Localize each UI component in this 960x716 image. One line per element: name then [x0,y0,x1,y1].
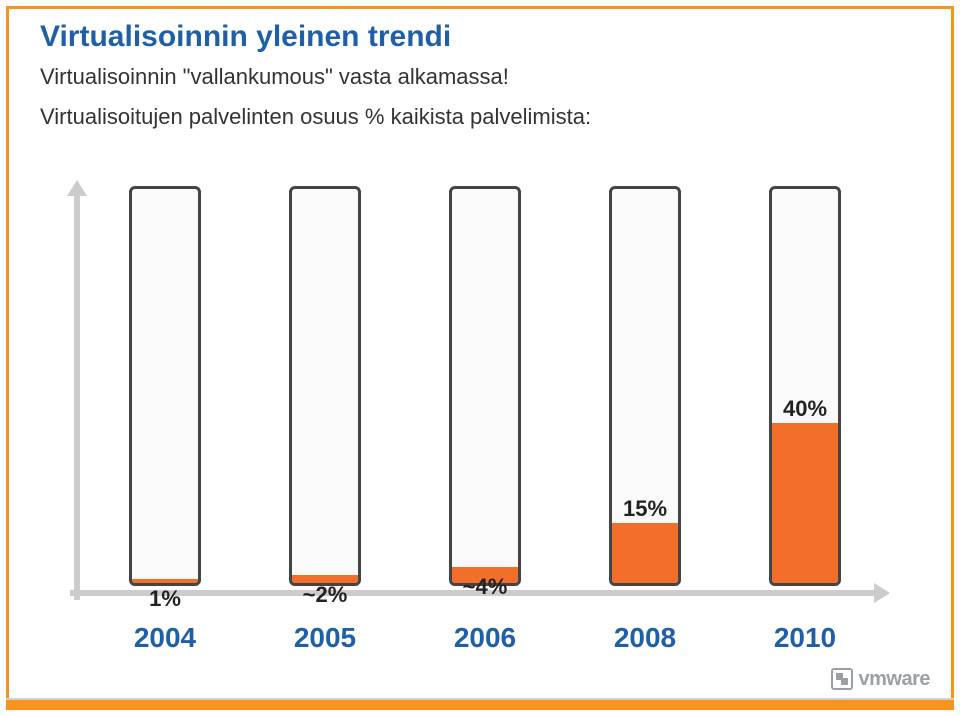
year-label: 2006 [420,622,550,662]
bar-tube [609,186,681,586]
bar-value-label: 15% [580,496,710,522]
year-row: 2004 2005 2006 2008 2010 [100,622,870,662]
bar-column: ~4% [420,186,550,586]
bar-value-label: 40% [740,396,870,422]
y-axis-arrow-body [74,194,80,600]
bar-value-label: ~2% [260,582,390,608]
bar-tube [289,186,361,586]
x-axis-arrow-head [874,583,890,603]
year-label: 2008 [580,622,710,662]
chart-description: Virtualisoitujen palvelinten osuus % kai… [40,104,920,130]
bar-fill [772,423,838,583]
year-label: 2005 [260,622,390,662]
bar-tube [449,186,521,586]
bar-column: ~2% [260,186,390,586]
bar-column: 15% [580,186,710,586]
bar-tube [769,186,841,586]
bar-tube [129,186,201,586]
vmware-logo: vmware [831,666,931,692]
bar-fill [612,523,678,583]
bar-chart: 1%~2%~4%15%40% 20042005200620082010 [70,180,890,620]
year-label: 2010 [740,622,870,662]
bar-value-label: ~4% [420,574,550,600]
bar-column: 1% [100,186,230,586]
page-subtitle: Virtualisoinnin "vallankumous" vasta alk… [40,64,920,90]
page-title: Virtualisoinnin yleinen trendi [40,20,920,54]
year-label: 2004 [100,622,230,662]
bar-group: 1%~2%~4% 15% 40% [100,180,870,586]
content-block: Virtualisoinnin yleinen trendi Virtualis… [40,20,920,130]
bar-fill [132,579,198,583]
vmware-logo-text: vmware [859,668,931,691]
bar-column: 40% [740,186,870,586]
bar-value-label: 1% [100,586,230,612]
vmware-logo-icon [831,668,853,690]
footer-stripe [6,700,954,710]
y-axis-arrow [70,180,84,600]
